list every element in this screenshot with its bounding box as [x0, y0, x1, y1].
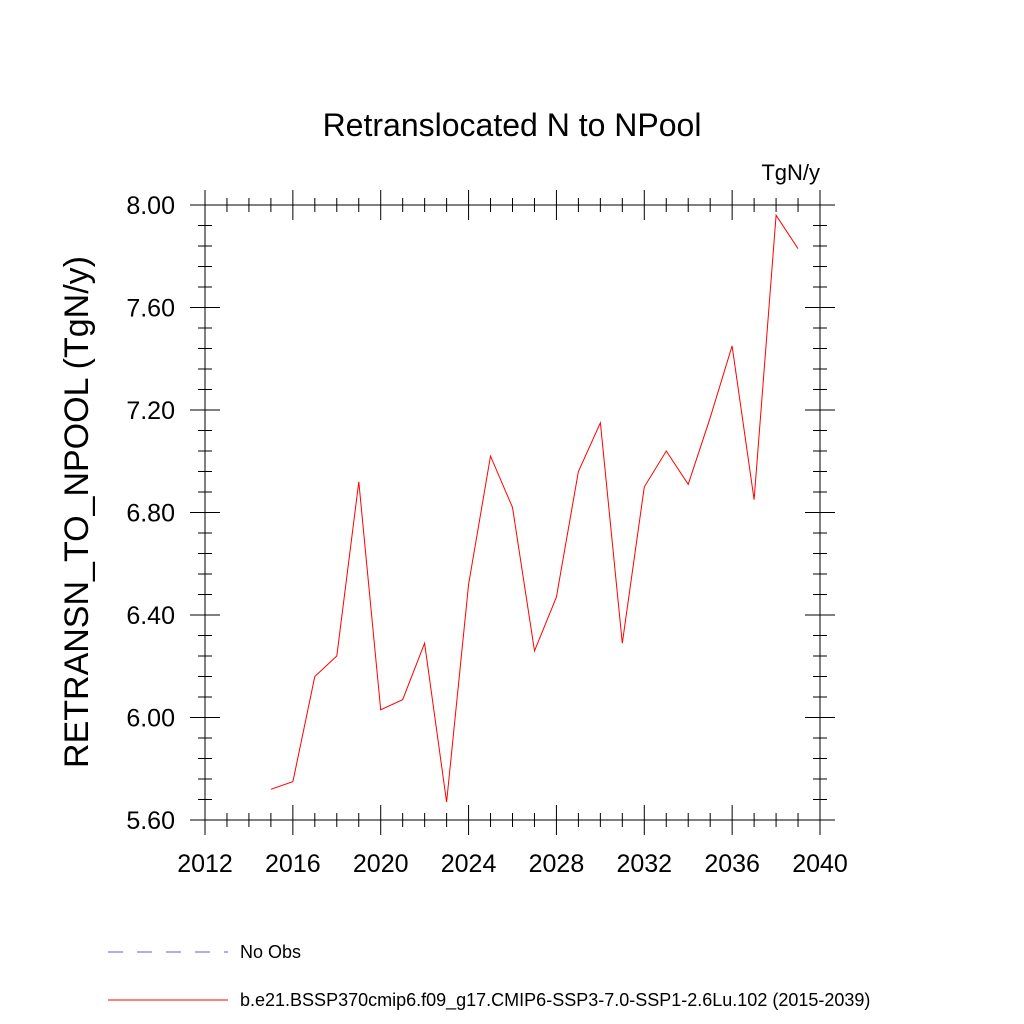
- x-tick-label: 2012: [177, 850, 233, 878]
- y-tick-label: 8.00: [126, 192, 175, 220]
- units-label: TgN/y: [761, 160, 820, 185]
- tick-labels: 2012 2016 2020 2024 2028 2032 2036 2040 5.60 6.00…: [126, 192, 847, 878]
- y-tick-label: 7.20: [126, 397, 175, 425]
- chart-title: Retranslocated N to NPool: [323, 107, 702, 143]
- y-tick-label: 6.80: [126, 500, 175, 528]
- legend-label: b.e21.BSSP370cmip6.f09_g17.CMIP6-SSP3-7.…: [240, 990, 870, 1011]
- y-tick-label: 6.40: [126, 602, 175, 630]
- y-tick-label: 6.00: [126, 705, 175, 733]
- x-tick-label: 2024: [441, 850, 497, 878]
- y-tick-label: 5.60: [126, 807, 175, 835]
- x-tick-label: 2020: [353, 850, 409, 878]
- series-group: [270, 213, 799, 803]
- x-tick-label: 2040: [792, 850, 848, 878]
- x-tick-label: 2028: [529, 850, 585, 878]
- x-tick-label: 2032: [616, 850, 672, 878]
- legend: No Obs b.e21.BSSP370cmip6.f09_g17.CMIP6-S…: [108, 942, 870, 1011]
- series-line: [270, 213, 799, 803]
- axis-ticks: [190, 190, 835, 835]
- y-axis-label: RETRANSN_TO_NPOOL (TgN/y): [58, 256, 96, 768]
- plot-frame: [204, 204, 821, 821]
- x-tick-label: 2016: [265, 850, 321, 878]
- legend-label: No Obs: [240, 942, 301, 962]
- x-tick-label: 2036: [704, 850, 760, 878]
- y-tick-label: 7.60: [126, 295, 175, 323]
